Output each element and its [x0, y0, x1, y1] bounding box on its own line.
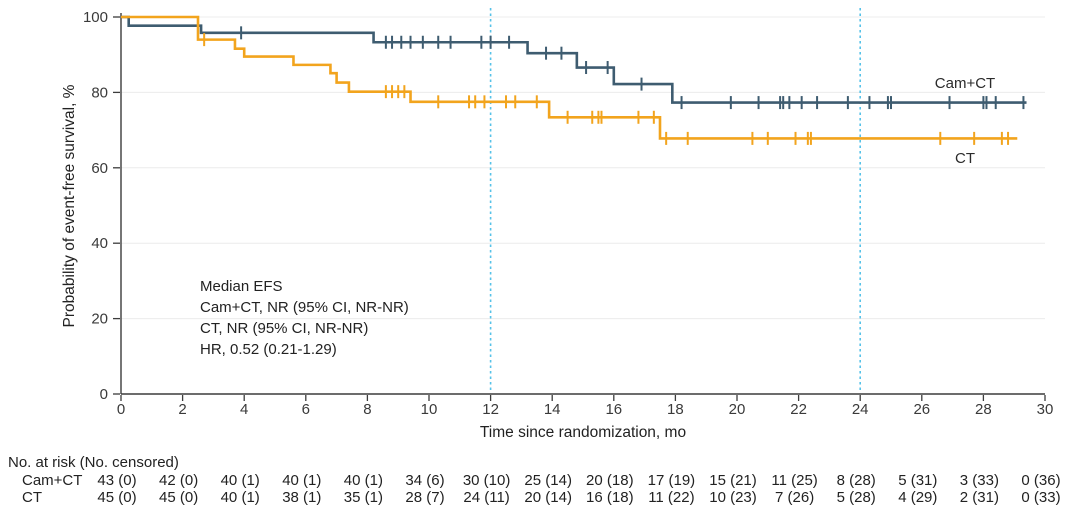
risk-value: 20 (14) [524, 489, 572, 506]
km-curve-ct [121, 15, 1018, 140]
risk-value: 20 (18) [586, 472, 634, 489]
risk-row-label-cam-ct: Cam+CT [22, 472, 82, 489]
risk-value: 16 (18) [586, 489, 634, 506]
annotation-hazard-ratio: HR, 0.52 (0.21-1.29) [200, 341, 337, 358]
risk-value: 45 (0) [159, 489, 198, 506]
annotation-cam-ct-ci: Cam+CT, NR (95% CI, NR-NR) [200, 299, 409, 316]
x-tick-label: 0 [117, 401, 125, 418]
risk-value: 45 (0) [97, 489, 136, 506]
risk-value: 42 (0) [159, 472, 198, 489]
x-tick-label: 20 [729, 401, 746, 418]
risk-table-header: No. at risk (No. censored) [8, 454, 179, 471]
y-tick-label: 0 [100, 386, 108, 403]
x-tick-label: 2 [178, 401, 186, 418]
x-tick-label: 8 [363, 401, 371, 418]
x-tick-label: 18 [667, 401, 684, 418]
x-tick-label: 22 [790, 401, 807, 418]
x-tick-label: 28 [975, 401, 992, 418]
risk-value: 40 (1) [221, 472, 260, 489]
risk-value: 4 (29) [898, 489, 937, 506]
risk-value: 0 (36) [1021, 472, 1060, 489]
y-tick-label: 60 [91, 160, 108, 177]
curve-label-cam-ct: Cam+CT [935, 75, 995, 92]
risk-value: 5 (31) [898, 472, 937, 489]
risk-value: 3 (33) [960, 472, 999, 489]
x-axis-title: Time since randomization, mo [480, 424, 686, 441]
gridlines [121, 16, 1045, 320]
annotation-ct-ci: CT, NR (95% CI, NR-NR) [200, 320, 368, 337]
risk-value: 10 (23) [709, 489, 757, 506]
y-tick-label: 40 [91, 235, 108, 252]
x-tick-label: 12 [482, 401, 499, 418]
survival-curves [121, 15, 1027, 145]
risk-value: 5 (28) [837, 489, 876, 506]
x-tick-label: 30 [1037, 401, 1054, 418]
annotation-median-efs: Median EFS [200, 278, 283, 295]
risk-value: 35 (1) [344, 489, 383, 506]
risk-value: 11 (22) [648, 489, 694, 506]
risk-value: 30 (10) [463, 472, 511, 489]
risk-value: 17 (19) [648, 472, 696, 489]
x-tick-label: 14 [544, 401, 561, 418]
risk-table-values: 43 (0) 42 (0) 40 (1) 40 (1) 40 (1) 34 (6) 30 (… [97, 472, 1060, 506]
risk-value: 24 (11) [463, 489, 509, 506]
x-tick-label: 26 [913, 401, 930, 418]
y-axis-title: Probability of event-free survival, % [61, 84, 78, 327]
x-tick-label: 24 [852, 401, 869, 418]
risk-value: 8 (28) [837, 472, 876, 489]
risk-value: 43 (0) [97, 472, 136, 489]
risk-value: 15 (21) [709, 472, 757, 489]
risk-value: 0 (33) [1021, 489, 1060, 506]
y-tick-label: 100 [83, 9, 108, 26]
x-tick-label: 10 [421, 401, 438, 418]
risk-value: 7 (26) [775, 489, 814, 506]
reference-lines [489, 8, 862, 393]
x-tick-label: 16 [605, 401, 622, 418]
risk-value: 34 (6) [405, 472, 444, 489]
x-tick-label: 4 [240, 401, 248, 418]
risk-value: 2 (31) [960, 489, 999, 506]
risk-value: 28 (7) [405, 489, 444, 506]
km-curve-cam-ct [121, 15, 1027, 104]
curve-label-ct: CT [955, 150, 975, 167]
x-tick-label: 6 [302, 401, 310, 418]
risk-value: 40 (1) [344, 472, 383, 489]
y-tick-label: 20 [91, 311, 108, 328]
risk-value: 40 (1) [221, 489, 260, 506]
risk-value: 38 (1) [282, 489, 321, 506]
risk-value: 11 (25) [771, 472, 817, 489]
risk-value: 25 (14) [524, 472, 572, 489]
risk-row-label-ct: CT [22, 489, 42, 506]
risk-value: 40 (1) [282, 472, 321, 489]
y-tick-label: 80 [91, 84, 108, 101]
